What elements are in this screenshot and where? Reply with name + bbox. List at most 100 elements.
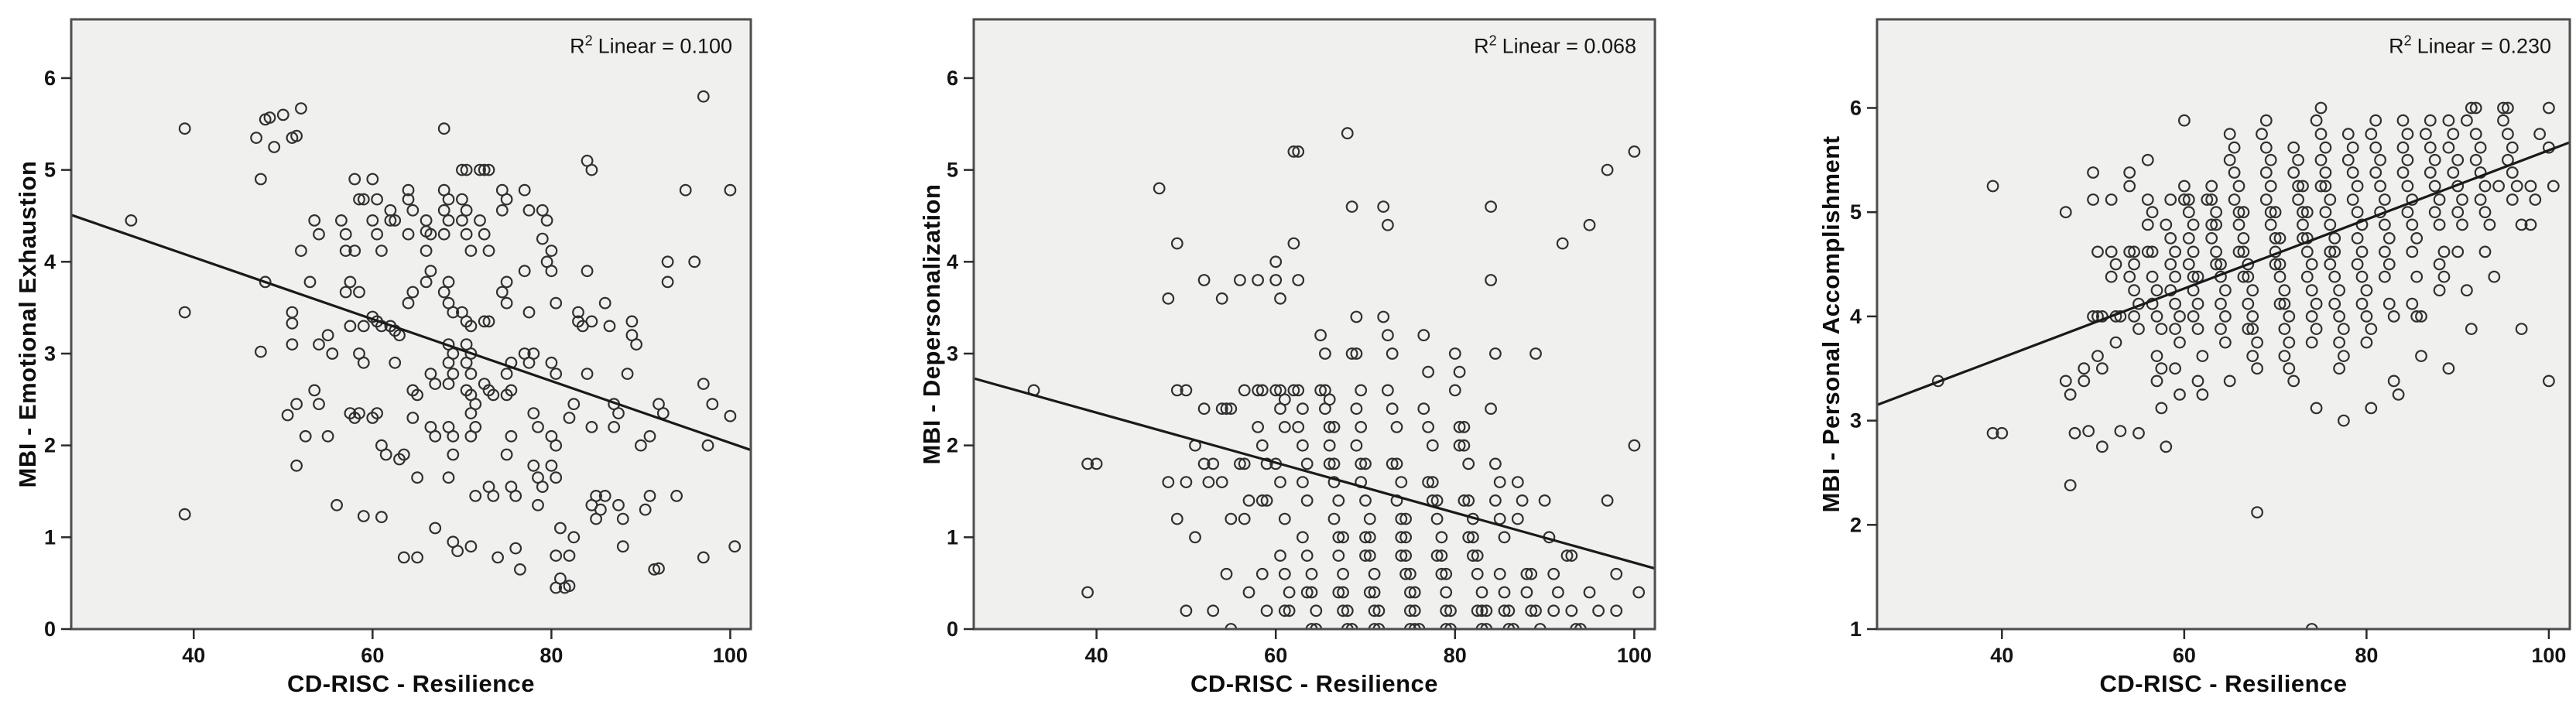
scatter-plot: 0 1 2 3 4 5 6 40 60 80 100 [44,18,752,667]
data-point [2428,153,2441,166]
data-point [1287,145,1300,158]
data-point [670,490,683,502]
data-point [495,286,509,299]
data-point [1363,512,1376,525]
data-point [2292,153,2304,166]
data-point [697,378,710,391]
data-point [464,245,478,258]
data-point [608,421,621,433]
y-tick-label: 6 [947,67,958,90]
y-tick-label: 5 [1850,200,1862,224]
data-point [1297,476,1309,488]
data-point [2150,350,2163,363]
data-point [2428,206,2441,219]
data-point [2219,284,2232,297]
data-point [308,384,321,397]
data-point [1278,604,1291,617]
data-point [2273,270,2287,283]
data-point [2360,310,2373,323]
data-point [255,345,267,358]
data-point [2524,218,2537,231]
data-point [1180,604,1193,617]
data-point [1570,623,1582,629]
data-point [567,531,581,544]
data-point [353,407,365,419]
data-point [545,459,558,472]
data-point [178,122,191,135]
data-point [487,490,500,502]
data-point [2424,141,2437,154]
data-point [2246,350,2259,363]
data-point [2292,193,2304,206]
data-point [550,471,563,484]
data-point [2437,245,2451,258]
data-point [1444,604,1457,617]
data-point [1377,200,1390,214]
data-point [2237,270,2250,283]
fit-line-group [71,214,751,452]
data-point [1180,476,1193,488]
data-point [1297,439,1309,452]
data-point [2191,323,2204,336]
data-point [2401,180,2414,193]
data-point [1207,604,1220,617]
data-point [1404,623,1416,629]
data-point [1399,567,1412,580]
data-point [2497,101,2509,115]
data-point [2341,153,2355,166]
data-point [500,193,513,206]
data-point [487,388,500,402]
data-point [1422,421,1434,433]
data-point [1386,457,1399,470]
data-point [429,429,442,443]
data-point [1350,310,1363,323]
data-point [545,265,558,278]
data-point [2300,245,2314,258]
data-point [1426,476,1439,488]
data-point [357,193,370,206]
data-point [2160,440,2173,453]
data-point [469,490,482,502]
data-points-group [1027,127,1646,629]
data-point [2310,323,2323,336]
plot-area [71,19,751,629]
data-point [2128,245,2140,258]
data-point [456,214,468,227]
data-point [2246,284,2259,297]
data-point [2351,232,2364,245]
data-point [2269,232,2282,245]
data-point [1255,494,1269,507]
data-point [1399,512,1412,525]
data-point [550,549,563,562]
data-point [402,296,415,310]
data-point [2087,193,2100,206]
data-point [1292,421,1305,433]
data-point [2109,258,2122,271]
data-point [474,214,486,227]
data-point [464,368,478,381]
data-point [2242,270,2255,283]
data-point [2314,153,2328,166]
data-point [2264,218,2277,231]
data-point [2319,141,2332,154]
data-point [1337,567,1349,580]
data-point [2410,270,2424,283]
data-point [2314,128,2328,141]
data-point [536,204,549,217]
data-point [1260,604,1273,617]
data-point [2524,180,2537,193]
data-point [1341,127,1354,140]
data-point [1332,586,1345,599]
data-point [286,316,299,330]
data-point [1413,623,1426,629]
data-point [1350,439,1363,452]
data-points-group [125,90,742,594]
data-point [2469,153,2482,166]
data-point [2341,128,2355,141]
data-point [1350,347,1363,360]
data-point [1197,274,1211,286]
data-point [2355,218,2369,231]
data-point [1453,365,1466,378]
data-point [492,551,504,564]
data-point [1255,439,1269,452]
